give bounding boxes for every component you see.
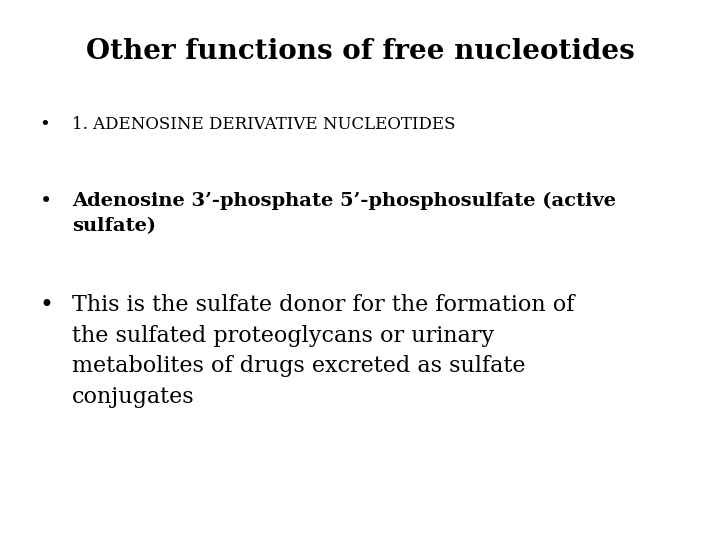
Text: •: •: [40, 192, 52, 211]
Text: This is the sulfate donor for the formation of
the sulfated proteoglycans or uri: This is the sulfate donor for the format…: [72, 294, 575, 408]
Text: •: •: [40, 294, 53, 318]
Text: 1. ADENOSINE DERIVATIVE NUCLEOTIDES: 1. ADENOSINE DERIVATIVE NUCLEOTIDES: [72, 116, 456, 133]
Text: •: •: [40, 116, 50, 134]
Text: Other functions of free nucleotides: Other functions of free nucleotides: [86, 38, 634, 65]
Text: Adenosine 3’-phosphate 5’-phosphosulfate (active
sulfate): Adenosine 3’-phosphate 5’-phosphosulfate…: [72, 192, 616, 235]
